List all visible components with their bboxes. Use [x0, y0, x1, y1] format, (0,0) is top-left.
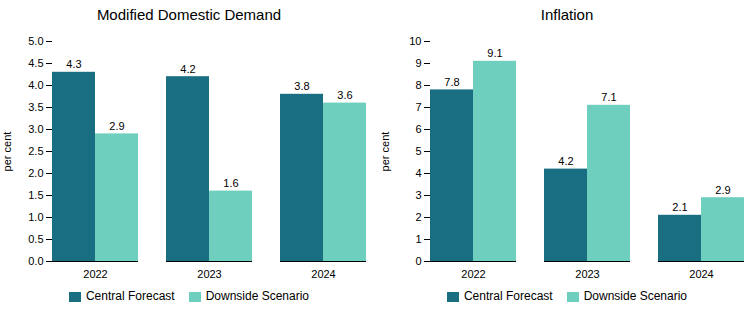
- svg-text:5.0: 5.0: [28, 35, 43, 47]
- svg-text:2024: 2024: [311, 268, 335, 280]
- html-text:Central Forecast: Central Forecast: [464, 289, 553, 303]
- svg-text:3.5: 3.5: [28, 101, 43, 113]
- svg-text:3: 3: [415, 189, 421, 201]
- svg-text:4.2: 4.2: [558, 155, 573, 167]
- svg-text:2.9: 2.9: [715, 184, 730, 196]
- svg-text:3.6: 3.6: [337, 89, 352, 101]
- html-text:Downside Scenario: Downside Scenario: [583, 289, 687, 303]
- svg-text:2022: 2022: [461, 268, 485, 280]
- svg-text:10: 10: [409, 35, 421, 47]
- svg-text:9: 9: [415, 57, 421, 69]
- svg-text:1: 1: [415, 233, 421, 245]
- svg-text:4.5: 4.5: [28, 57, 43, 69]
- svg-text:7: 7: [415, 101, 421, 113]
- html-text:Inflation: Inflation: [540, 6, 594, 23]
- svg-text:1.5: 1.5: [28, 189, 43, 201]
- svg-text:7.8: 7.8: [444, 76, 459, 88]
- svg-text:4.0: 4.0: [28, 79, 43, 91]
- html-text:Downside Scenario: Downside Scenario: [205, 289, 309, 303]
- svg-text:9.1: 9.1: [487, 47, 502, 59]
- svg-text:per cent: per cent: [379, 132, 391, 172]
- svg-text:2024: 2024: [689, 268, 713, 280]
- svg-text:6: 6: [415, 123, 421, 135]
- svg-text:2.0: 2.0: [28, 167, 43, 179]
- svg-text:7.1: 7.1: [601, 91, 616, 103]
- svg-text:4.2: 4.2: [180, 63, 195, 75]
- svg-text:per cent: per cent: [1, 132, 13, 172]
- svg-text:2.5: 2.5: [28, 145, 43, 157]
- svg-text:2022: 2022: [83, 268, 107, 280]
- svg-text:1.6: 1.6: [223, 177, 238, 189]
- svg-text:5: 5: [415, 145, 421, 157]
- svg-text:8: 8: [415, 79, 421, 91]
- html-text:Modified Domestic Demand: Modified Domestic Demand: [96, 6, 282, 23]
- svg-text:2.1: 2.1: [672, 201, 687, 213]
- svg-text:0.0: 0.0: [28, 255, 43, 267]
- svg-text:4.3: 4.3: [66, 58, 81, 70]
- svg-text:2: 2: [415, 211, 421, 223]
- svg-text:2023: 2023: [197, 268, 221, 280]
- svg-text:1.0: 1.0: [28, 211, 43, 223]
- svg-text:4: 4: [415, 167, 421, 179]
- svg-text:3.0: 3.0: [28, 123, 43, 135]
- svg-text:2.9: 2.9: [109, 120, 124, 132]
- svg-text:0.5: 0.5: [28, 233, 43, 245]
- html-text:Central Forecast: Central Forecast: [86, 289, 175, 303]
- svg-text:2023: 2023: [575, 268, 599, 280]
- svg-text:3.8: 3.8: [294, 80, 309, 92]
- svg-text:0: 0: [415, 255, 421, 267]
